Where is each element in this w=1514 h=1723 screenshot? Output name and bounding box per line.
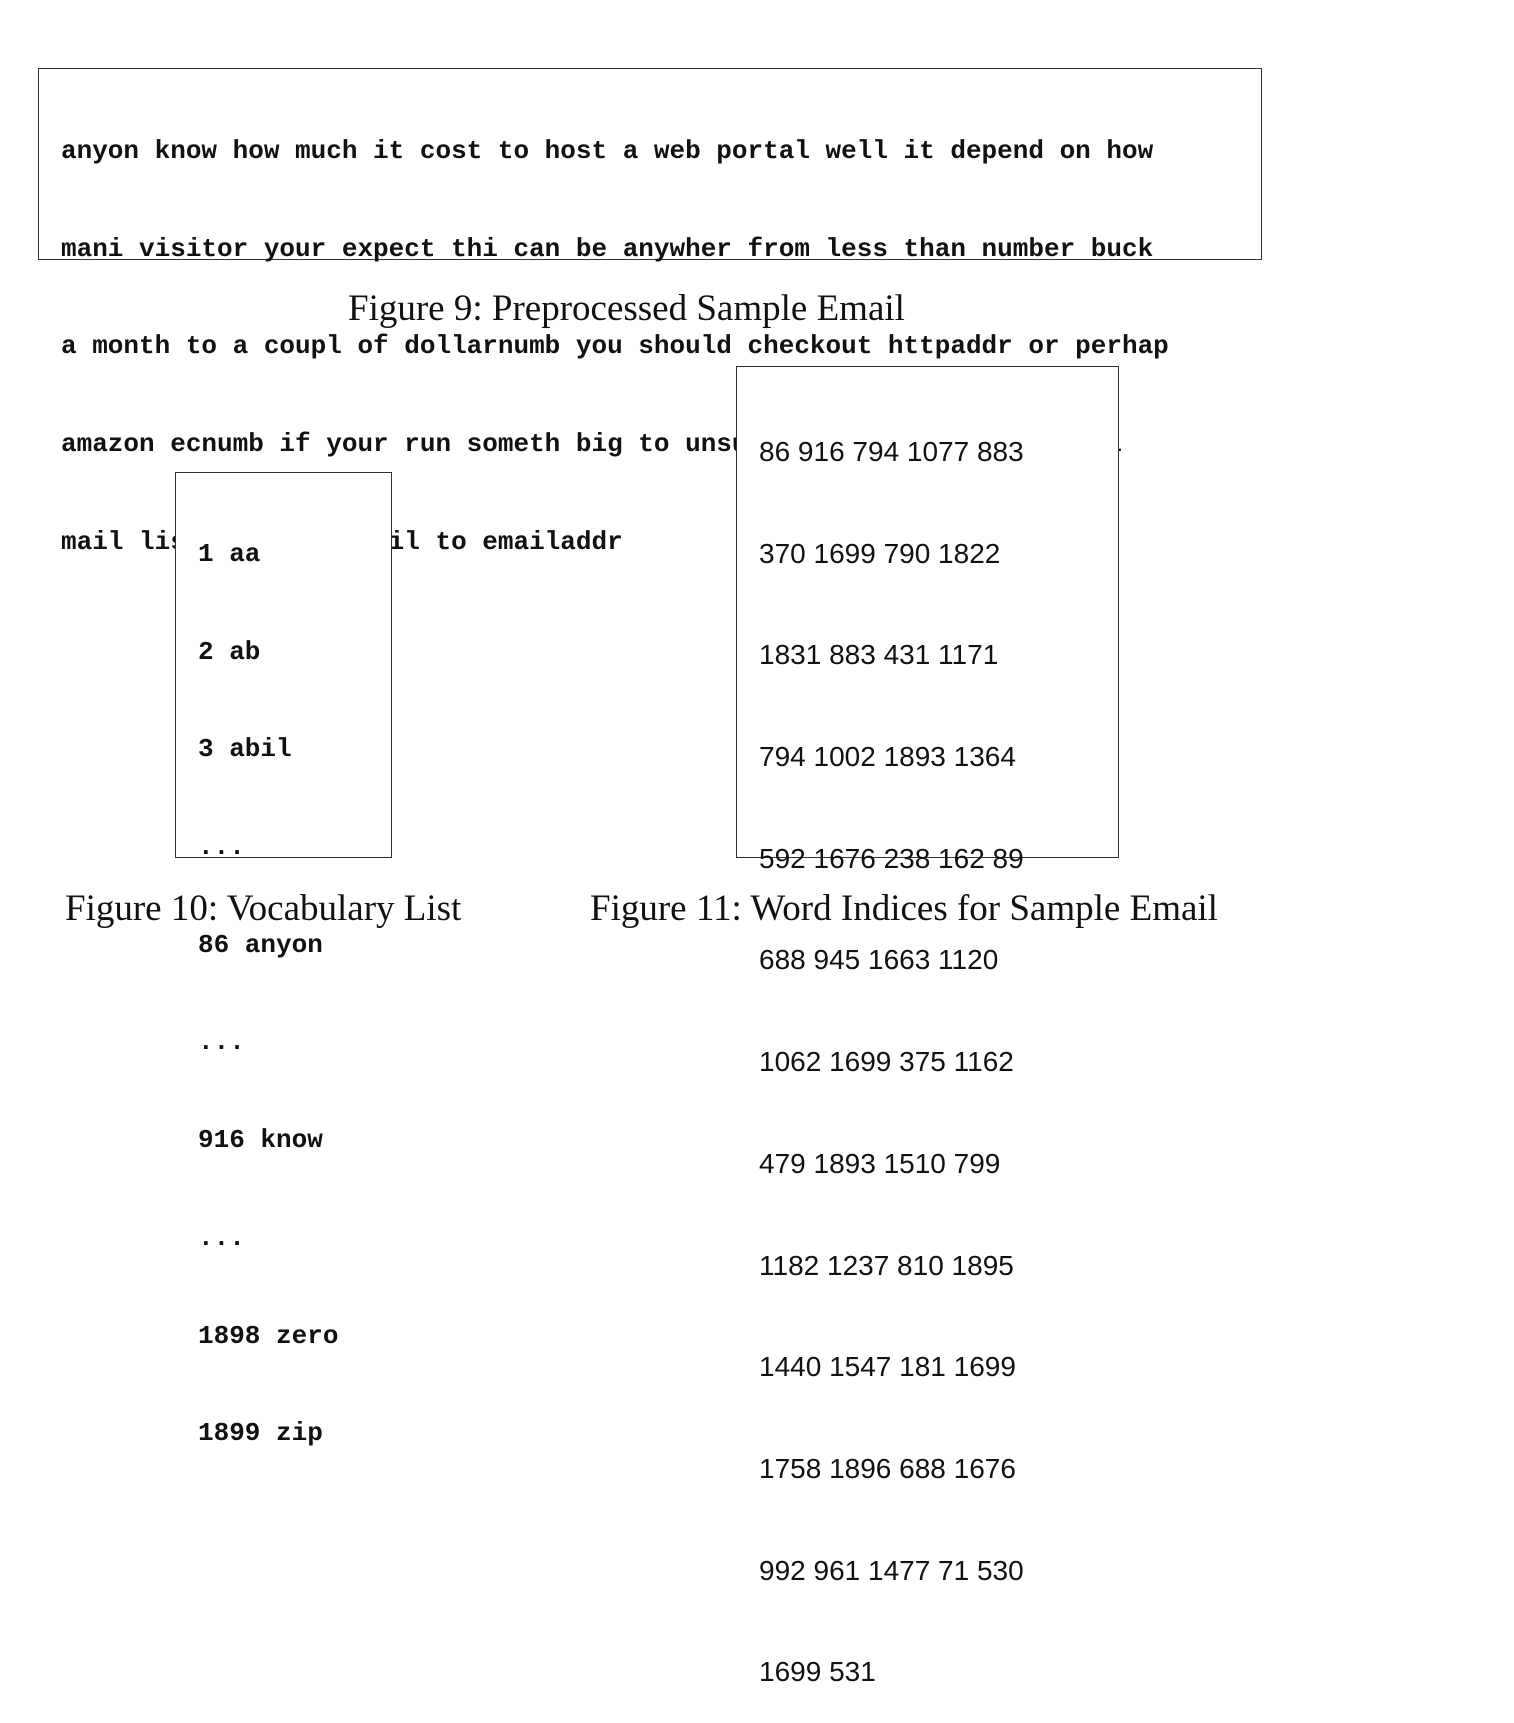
vocab-entry: 1899 zip bbox=[198, 1418, 323, 1449]
indices-line: 1062 1699 375 1162 bbox=[759, 1046, 1014, 1078]
indices-line: 370 1699 790 1822 bbox=[759, 537, 1001, 569]
word-indices-box: 86 916 794 1077 883 370 1699 790 1822 18… bbox=[736, 366, 1119, 1687]
vocab-entry: 2 ab bbox=[198, 636, 261, 667]
indices-line: 1758 1896 688 1676 bbox=[759, 1452, 1016, 1484]
vocab-ellipsis: ... bbox=[198, 832, 245, 863]
vocab-entry: 86 anyon bbox=[198, 929, 323, 960]
indices-line: 479 1893 1510 799 bbox=[759, 1147, 1001, 1179]
vocab-entry: 3 abil bbox=[198, 734, 292, 765]
indices-line: 992 961 1477 71 530 bbox=[759, 1554, 1024, 1586]
vocab-ellipsis: ... bbox=[198, 1222, 245, 1253]
preprocessed-email-box: anyon know how much it cost to host a we… bbox=[38, 68, 1262, 557]
figure-9-caption: Figure 9: Preprocessed Sample Email bbox=[348, 288, 905, 329]
indices-line: 1699 531 bbox=[759, 1656, 876, 1688]
email-line: mani visitor your expect thi can be anyw… bbox=[61, 233, 1154, 264]
vocab-entry: 1898 zero bbox=[198, 1320, 339, 1351]
email-line: a month to a coupl of dollarnumb you sho… bbox=[61, 331, 1169, 362]
figure-11-caption: Figure 11: Word Indices for Sample Email bbox=[590, 888, 1218, 929]
vocab-entry: 1 aa bbox=[198, 539, 261, 569]
vocab-ellipsis: ... bbox=[198, 1027, 245, 1058]
indices-line: 1440 1547 181 1699 bbox=[759, 1351, 1016, 1383]
indices-line: 1831 883 431 1171 bbox=[759, 639, 999, 671]
indices-line: 794 1002 1893 1364 bbox=[759, 741, 1016, 773]
indices-line: 688 945 1663 1120 bbox=[759, 944, 999, 976]
indices-line: 592 1676 238 162 89 bbox=[759, 842, 1024, 874]
figure-10-caption: Figure 10: Vocabulary List bbox=[65, 888, 462, 929]
indices-line: 86 916 794 1077 883 bbox=[759, 436, 1024, 467]
vocab-entry: 916 know bbox=[198, 1125, 323, 1156]
email-line: anyon know how much it cost to host a we… bbox=[61, 136, 1154, 166]
indices-line: 1182 1237 810 1895 bbox=[759, 1249, 1014, 1281]
vocabulary-list-box: 1 aa 2 ab 3 abil ... 86 anyon ... 916 kn… bbox=[175, 472, 392, 1448]
